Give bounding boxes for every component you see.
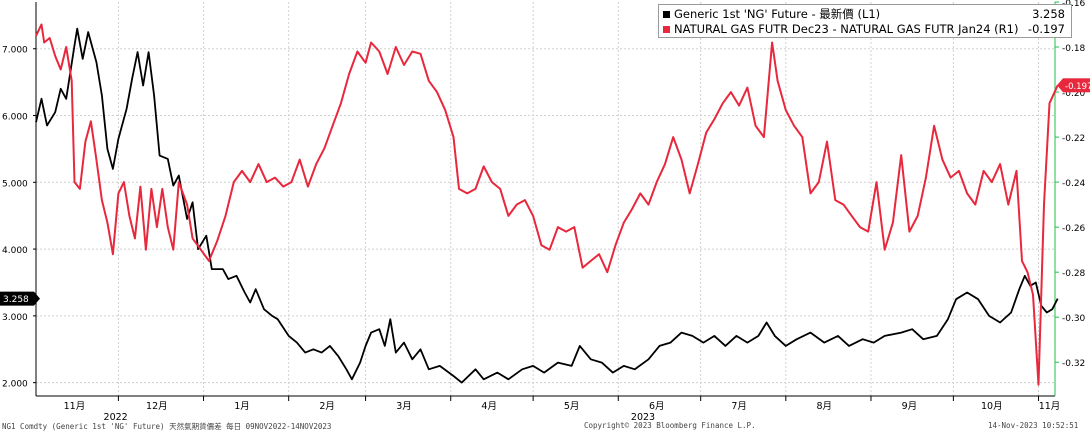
last-value-left: 3.258 [3,295,29,305]
legend-label-ng-future: Generic 1st 'NG' Future - 最新價 (L1) [674,7,881,21]
legend-value-ng-future: 3.258 [1032,7,1065,21]
right-tick-label: -0.26 [1062,224,1086,234]
axis-layer [33,1,1059,401]
footer-timestamp: 14-Nov-2023 10:52:51 [988,421,1079,430]
left-tick-label: 6.000 [2,113,28,123]
last-value-badge-right-arrow [1057,78,1063,93]
label-layer: 2.000 3.000 4.000 5.000 6.000 7.000 -0.16 -0.18… [0,0,1090,423]
month-label: 8月 [817,401,833,412]
left-tick-label: 3.000 [2,313,28,323]
legend-label-spread: NATURAL GAS FUTR Dec23 - NATURAL GAS FUT… [674,22,1019,36]
right-tick-label: -0.20 [1062,89,1086,99]
legend-swatch-red [663,26,670,33]
right-tick-label: -0.16 [1062,0,1086,9]
month-label: 4月 [481,401,497,412]
year-label: 2022 [104,412,128,423]
month-label: 11月 [64,401,86,412]
legend: Generic 1st 'NG' Future - 最新價 (L1) 3.258… [658,4,1072,38]
right-tick-label: -0.24 [1062,179,1086,189]
legend-entry-spread: NATURAL GAS FUTR Dec23 - NATURAL GAS FUT… [663,21,1065,37]
month-label: 6月 [649,401,665,412]
month-label: 2月 [319,401,335,412]
last-value-right: -0.197 [1065,82,1090,92]
left-tick-label: 5.000 [2,179,28,189]
right-tick-label: -0.22 [1062,134,1085,144]
month-label: 7月 [731,401,747,412]
right-tick-label: -0.28 [1062,269,1086,279]
right-tick-label: -0.30 [1062,314,1086,324]
legend-value-spread: -0.197 [1027,22,1065,36]
month-label: 5月 [564,401,580,412]
month-label: 12月 [146,401,168,412]
last-value-badge-left-arrow [34,291,40,306]
series-line-ng-future [35,27,1059,384]
right-tick-label: -0.18 [1062,44,1086,54]
last-value-badge-right [1063,78,1090,93]
month-label: 10月 [981,401,1003,412]
legend-swatch-black [663,11,670,18]
left-tick-label: 4.000 [2,246,28,256]
month-label: 3月 [396,401,412,412]
legend-entry-ng-future: Generic 1st 'NG' Future - 最新價 (L1) 3.258 [663,6,1065,22]
series-layer [35,23,1059,386]
left-tick-label: 2.000 [2,380,28,390]
footer-copyright: Copyright© 2023 Bloomberg Finance L.P. [584,421,756,430]
year-label: 2023 [631,412,655,423]
month-label: 9月 [902,401,918,412]
left-tick-label: 7.000 [2,46,28,56]
last-value-badge-left [0,291,34,306]
month-label: 1月 [234,401,250,412]
series-line-spread [35,23,1059,386]
month-label: 11月 [1039,401,1061,412]
grid-layer [36,2,1055,396]
footer-source: NG1 Comdty (Generic 1st 'NG' Future) 天然氣… [2,422,332,431]
right-tick-label: -0.32 [1062,359,1085,369]
